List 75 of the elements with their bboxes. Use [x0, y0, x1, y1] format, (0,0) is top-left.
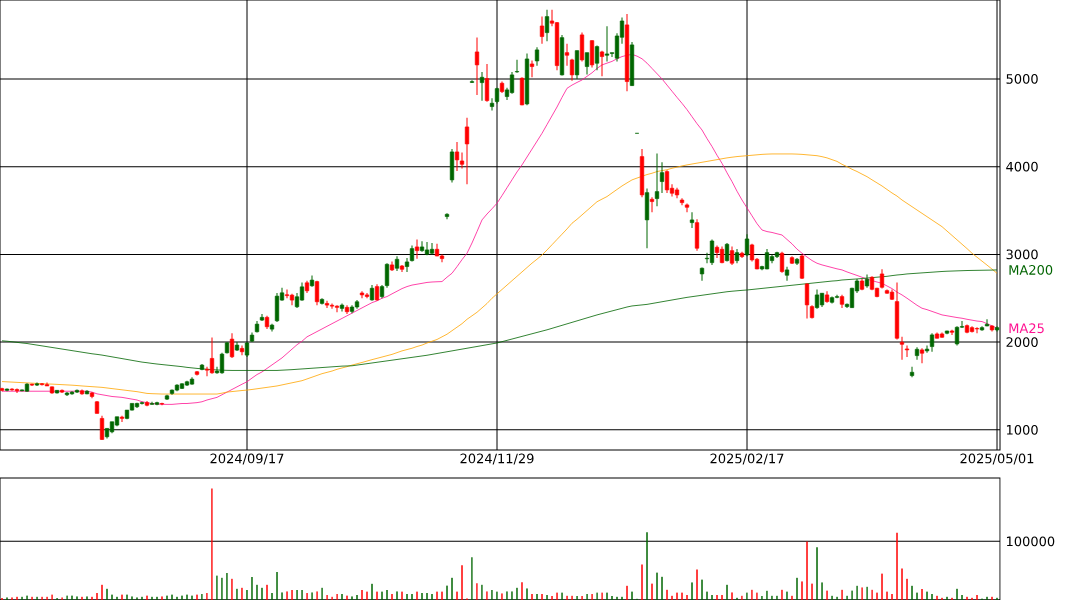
candlestick [419, 240, 425, 253]
x-tick-label: 2024/11/29 [460, 453, 534, 465]
candlestick [804, 282, 810, 319]
candlestick [899, 336, 905, 361]
candlestick [929, 332, 935, 353]
candlestick [314, 280, 320, 306]
candlestick [444, 212, 450, 220]
candlestick [974, 326, 980, 334]
candlestick [714, 245, 720, 259]
candlestick [799, 253, 805, 280]
candlestick [904, 345, 910, 358]
candlestick [599, 50, 605, 77]
candlestick [919, 347, 925, 364]
candlestick [814, 288, 820, 310]
y-tick-label: 2000 [1006, 337, 1038, 348]
candlestick [479, 71, 485, 102]
candlestick [564, 43, 570, 67]
x-tick-label: 2025/02/17 [710, 453, 784, 465]
candlestick [209, 336, 215, 375]
candlestick [484, 63, 490, 103]
candlestick [489, 97, 495, 112]
candlestick [779, 251, 785, 274]
candlestick [309, 274, 315, 288]
candlestick [454, 141, 460, 172]
candlestick [509, 71, 515, 95]
x-tick-label: 2025/05/01 [960, 453, 1034, 465]
candlestick [689, 211, 695, 229]
candlestick [424, 241, 430, 256]
y-tick-label: 1000 [1006, 424, 1038, 435]
candlestick [329, 303, 335, 310]
candlestick [544, 9, 550, 42]
candlestick [414, 238, 420, 260]
candlestick [464, 117, 470, 185]
candlestick [709, 238, 715, 266]
candlestick [529, 60, 535, 78]
candlestick [459, 152, 465, 169]
candlestick [334, 304, 340, 313]
candlestick [784, 266, 790, 282]
y-tick-label: 3000 [1006, 249, 1038, 260]
series-label: MA25 [1009, 323, 1044, 334]
y-tick-label: 100000 [1006, 536, 1055, 547]
candlestick [594, 45, 600, 71]
candlestick [539, 16, 545, 45]
candlestick [384, 262, 390, 289]
candlestick [229, 332, 235, 359]
y-tick-label: 4000 [1006, 161, 1038, 172]
series-label: MA200 [1009, 264, 1053, 275]
candlestick [99, 415, 105, 441]
candlestick [654, 153, 660, 207]
y-tick-label: 5000 [1006, 74, 1038, 84]
candlestick [474, 37, 480, 96]
candlestick [284, 288, 290, 299]
candlestick [659, 161, 665, 194]
candlestick [534, 46, 540, 67]
candlestick [664, 169, 670, 194]
candlestick [404, 257, 410, 273]
candlestick [649, 196, 655, 213]
candlestick [14, 388, 20, 394]
candlestick [604, 25, 610, 62]
candlestick [584, 52, 590, 76]
candlestick [429, 242, 435, 255]
candlestick [439, 253, 445, 263]
candlestick [954, 325, 960, 347]
candlestick [239, 345, 245, 356]
candlestick [514, 59, 520, 74]
candlestick [324, 300, 330, 309]
x-tick-label: 2024/09/17 [210, 453, 284, 465]
candlestick [879, 268, 885, 290]
candlestick [914, 346, 920, 361]
candlestick [909, 366, 915, 378]
candlestick [119, 415, 125, 423]
candlestick [699, 267, 705, 282]
candlestick [729, 245, 735, 266]
candlestick [764, 248, 770, 270]
candlestick [984, 318, 990, 327]
